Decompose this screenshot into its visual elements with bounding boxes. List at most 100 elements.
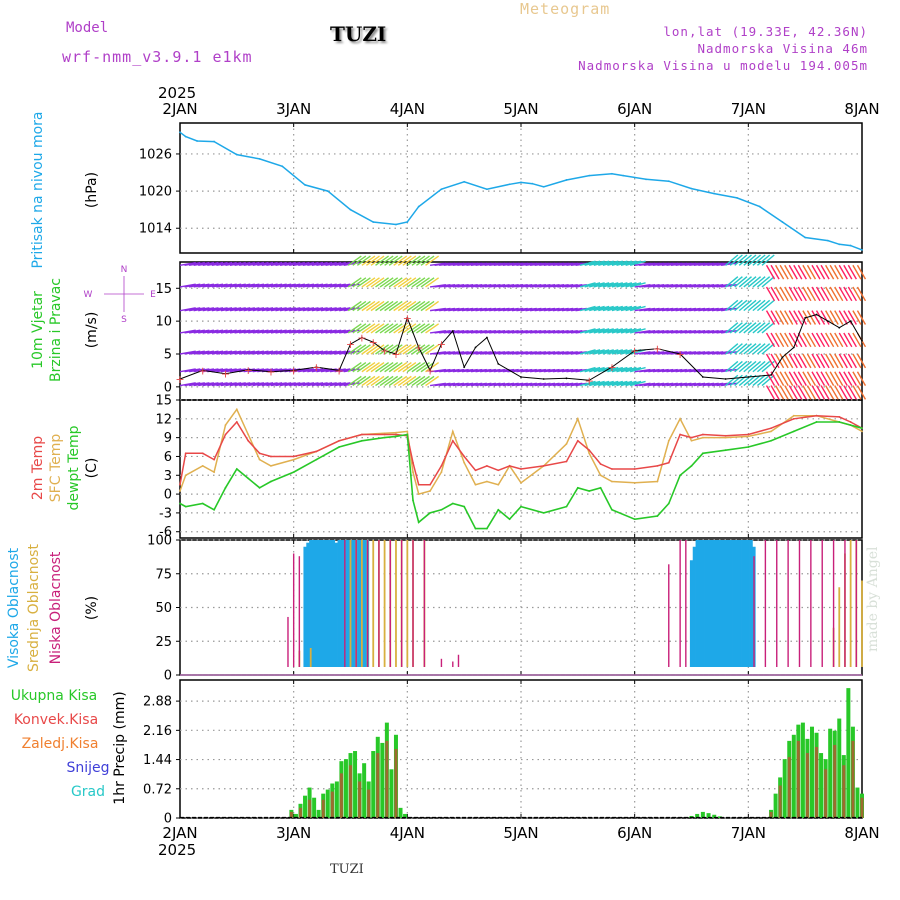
- wind-vector: [579, 380, 596, 387]
- wind-vector: [607, 305, 624, 312]
- cloud-bar: [423, 540, 426, 667]
- wind-vector: [761, 343, 775, 355]
- wind-gust-marker: +: [266, 366, 275, 379]
- wind-vector: [775, 310, 785, 325]
- data-point: [838, 326, 841, 329]
- wind-vector: [188, 350, 205, 355]
- wind-vector: [334, 283, 351, 288]
- data-point: [588, 490, 591, 492]
- wind-vector: [747, 374, 762, 387]
- wind-vector: [238, 329, 255, 334]
- wind-vector: [202, 382, 219, 387]
- wind-vector: [307, 382, 324, 387]
- wind-vector: [370, 361, 385, 373]
- wind-vector: [329, 382, 346, 387]
- wind-vector: [725, 374, 739, 387]
- y-tick-label: 0: [164, 380, 172, 395]
- data-point: [395, 435, 397, 438]
- wind-vector: [198, 329, 215, 334]
- x-tick-label-top: 7JAN: [731, 100, 766, 118]
- data-point: [690, 464, 693, 467]
- wind-vector: [761, 374, 775, 387]
- y-tick-label: 0: [164, 669, 172, 684]
- data-point: [270, 370, 272, 373]
- wind-vector: [734, 254, 748, 266]
- wind-vector: [261, 382, 278, 387]
- wind-vector: [216, 368, 233, 373]
- wind-vector: [248, 382, 265, 387]
- wind-vector: [788, 385, 798, 400]
- wind-vector: [325, 307, 342, 312]
- temp-axis-title-2m: 2m Temp: [30, 436, 46, 500]
- cloud-bar: [743, 540, 748, 667]
- wind-vector: [225, 368, 242, 373]
- wind-vector: [820, 353, 830, 369]
- cloud-bar: [729, 540, 733, 667]
- wind-vector: [270, 283, 287, 288]
- wind-vector: [375, 300, 390, 312]
- compass-n: N: [121, 265, 128, 275]
- wind-vector: [815, 264, 826, 280]
- cloud-bar: [776, 540, 778, 667]
- wind-vector: [602, 380, 619, 387]
- wind-vector: [797, 371, 807, 386]
- data-point: [429, 512, 431, 514]
- compass-w: W: [84, 290, 93, 300]
- wind-vector: [279, 283, 296, 288]
- wind-vector: [616, 260, 633, 266]
- data-point: [338, 446, 341, 448]
- y-tick-label: 0.72: [143, 782, 172, 797]
- wind-vector: [234, 329, 251, 334]
- wind-vector: [238, 307, 255, 312]
- data-point: [179, 131, 181, 134]
- wind-vector: [397, 361, 412, 373]
- wind-vector: [211, 307, 228, 312]
- wind-vector: [611, 349, 628, 355]
- wind-vector: [216, 350, 233, 355]
- wind-vector: [420, 300, 435, 312]
- data-point: [383, 433, 386, 436]
- wind-vector: [275, 307, 292, 312]
- y-tick-label: 2.16: [143, 724, 172, 739]
- precip-total-bar: [791, 734, 796, 818]
- wind-vector: [838, 371, 848, 386]
- cloud-bar: [344, 540, 346, 667]
- wind-vector: [384, 323, 399, 334]
- wind-vector: [257, 382, 274, 387]
- wind-vector: [220, 307, 237, 312]
- wind-vector: [179, 261, 196, 266]
- wind-vector: [347, 255, 362, 266]
- wind-vector: [325, 368, 342, 373]
- wind-vector: [384, 344, 399, 355]
- wind-vector: [307, 283, 324, 288]
- wind-vector: [825, 371, 835, 386]
- wind-vector: [261, 350, 278, 355]
- cloud-bar: [452, 661, 454, 667]
- data-point: [235, 421, 238, 423]
- wind-vector: [620, 380, 637, 387]
- wind-vector: [298, 382, 315, 387]
- wind-gust-marker: +: [357, 332, 366, 345]
- data-point: [633, 349, 636, 352]
- data-point: [315, 366, 318, 369]
- data-point: [520, 376, 522, 378]
- data-point: [565, 443, 568, 445]
- wind-vector: [806, 310, 817, 325]
- wind-vector: [225, 283, 242, 288]
- data-point: [395, 431, 397, 434]
- data-point: [838, 421, 841, 423]
- data-point: [184, 135, 187, 138]
- wind-vector: [234, 283, 251, 288]
- wind-vector: [366, 277, 380, 288]
- wind-vector: [329, 307, 346, 312]
- wind-vector: [843, 385, 853, 400]
- wind-vector: [829, 371, 839, 386]
- wind-gust-marker: +: [175, 373, 184, 386]
- wind-vector: [384, 361, 399, 373]
- data-point: [417, 205, 420, 208]
- precip-total-bar: [782, 759, 787, 818]
- wind-vector: [379, 300, 394, 312]
- wind-vector: [188, 307, 205, 312]
- wind-vector: [379, 375, 394, 387]
- data-point: [565, 505, 568, 508]
